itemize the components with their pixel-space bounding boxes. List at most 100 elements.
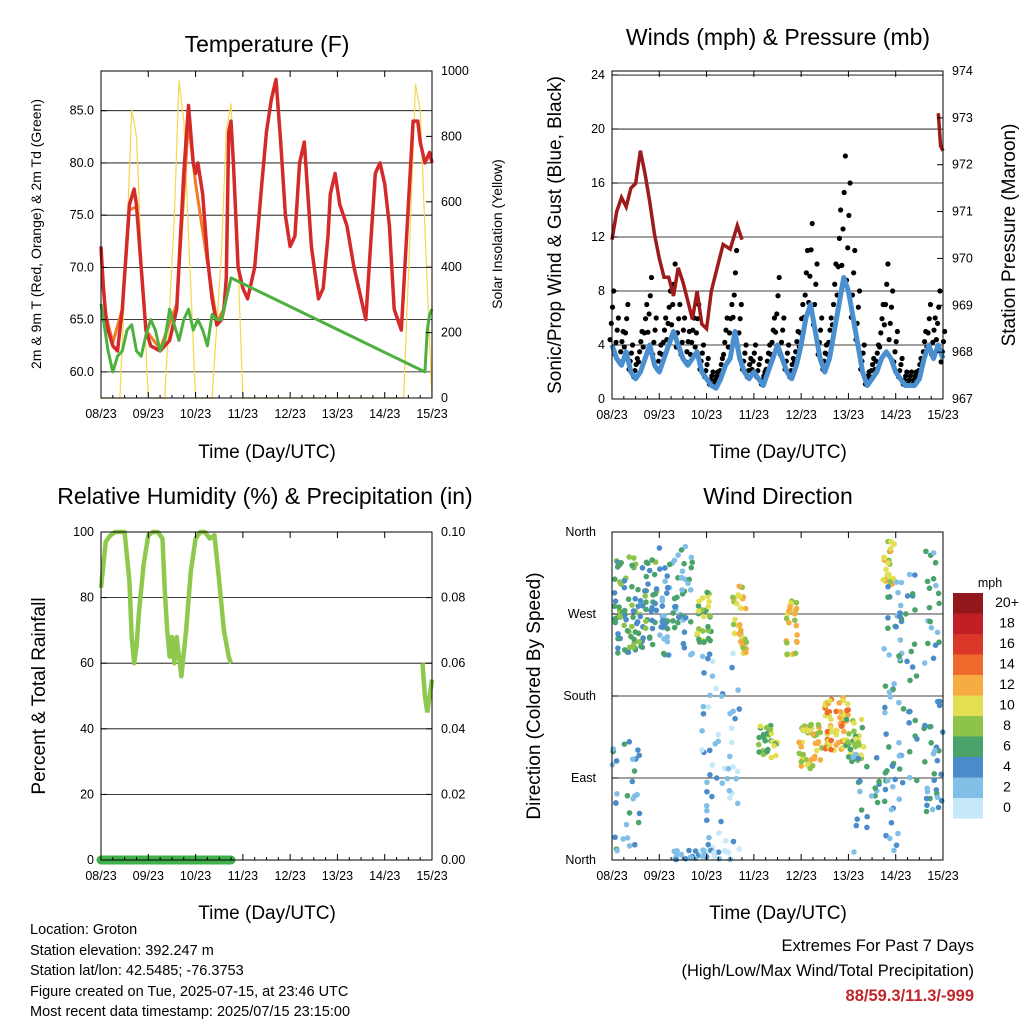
direction-point <box>882 683 889 689</box>
direction-point <box>624 835 631 841</box>
direction-point <box>626 739 633 745</box>
direction-point <box>734 800 741 807</box>
gust-point <box>904 369 910 375</box>
gust-point <box>648 274 655 281</box>
humidity-title: Relative Humidity (%) & Precipitation (i… <box>57 483 472 509</box>
direction-point <box>928 740 934 746</box>
direction-point <box>727 710 733 717</box>
series-rh <box>98 529 234 679</box>
direction-point <box>637 613 644 620</box>
direction-point <box>621 584 628 591</box>
gust-point <box>800 301 806 308</box>
direction-point <box>755 741 762 748</box>
direction-point <box>851 849 857 855</box>
direction-point <box>888 538 894 545</box>
gust-point <box>776 274 782 281</box>
colorbar-label: 4 <box>1003 758 1011 774</box>
direction-point <box>935 804 942 811</box>
direction-point <box>715 849 722 855</box>
gust-point <box>882 301 889 308</box>
direction-point <box>642 625 649 632</box>
gust-point <box>827 327 833 333</box>
direction-point <box>675 552 681 558</box>
x-tick-label: 14/23 <box>369 407 400 421</box>
gust-point <box>899 355 905 362</box>
gust-point <box>926 316 932 322</box>
direction-point <box>678 547 685 553</box>
y-tick-label: 100 <box>73 525 94 539</box>
direction-point <box>735 592 742 598</box>
direction-point <box>794 632 800 638</box>
direction-point <box>640 635 646 641</box>
direction-point <box>630 644 636 651</box>
direction-point <box>786 619 792 626</box>
gust-point <box>881 322 887 328</box>
gust-point <box>921 339 928 345</box>
colorbar-swatch <box>953 593 983 614</box>
gust-point <box>680 327 687 333</box>
direction-point <box>931 771 938 777</box>
direction-point <box>687 587 694 593</box>
direction-panel: Wind Direction 08/23 09/23 10/23 11/23 12/23… <box>524 483 1019 924</box>
extremes-box: Extremes For Past 7 Days (High/Low/Max W… <box>681 934 974 1009</box>
direction-point <box>709 762 716 768</box>
direction-point <box>659 598 666 604</box>
direction-point <box>926 585 933 592</box>
direction-point <box>704 589 710 596</box>
direction-point <box>705 841 712 848</box>
direction-point <box>887 835 893 842</box>
gust-point <box>938 359 944 365</box>
direction-point <box>851 720 857 726</box>
gust-point <box>750 358 756 364</box>
gust-point <box>828 315 834 321</box>
direction-point <box>804 728 811 734</box>
direction-point <box>661 612 668 619</box>
humidity-ticks: 08/23 09/23 10/23 11/23 12/23 13/23 14/23 15/23… <box>73 525 465 883</box>
gust-point <box>642 316 649 322</box>
direction-point <box>635 630 642 637</box>
direction-point <box>682 855 689 862</box>
direction-point <box>757 723 764 730</box>
temperature-gridlines <box>101 110 432 373</box>
direction-point <box>614 790 620 797</box>
direction-point <box>906 571 913 578</box>
humidity-ylabel: Percent & Total Rainfall <box>29 597 50 794</box>
direction-point <box>844 701 851 707</box>
direction-point <box>798 763 805 769</box>
direction-point <box>882 786 889 793</box>
direction-point <box>637 598 644 604</box>
direction-point <box>843 716 850 723</box>
direction-point <box>896 653 902 659</box>
direction-point <box>713 685 719 692</box>
direction-point <box>930 655 937 662</box>
direction-point <box>811 755 817 762</box>
direction-point <box>828 746 834 753</box>
direction-point <box>882 709 888 716</box>
x-tick-label: 08/23 <box>596 869 627 883</box>
gust-point <box>712 377 718 383</box>
gust-point <box>638 339 644 345</box>
direction-point <box>729 594 736 601</box>
direction-point <box>651 571 658 578</box>
latlon-text: Station lat/lon: 42.5485; -76.3753 <box>30 963 244 979</box>
direction-point <box>737 622 743 628</box>
y-tick-label: North <box>565 853 596 867</box>
direction-point <box>904 593 911 599</box>
x-tick-label: 10/23 <box>180 407 211 421</box>
direction-point <box>904 658 910 665</box>
x-tick-label: 11/23 <box>228 869 258 883</box>
direction-point <box>646 567 653 574</box>
direction-point <box>671 624 678 631</box>
gust-point <box>681 315 688 321</box>
direction-point <box>845 707 851 713</box>
direction-point <box>612 834 618 841</box>
colorbar-label: 14 <box>999 656 1015 672</box>
gust-point <box>807 273 813 279</box>
direction-point <box>724 849 731 855</box>
direction-point <box>859 724 866 731</box>
direction-point <box>629 778 636 785</box>
direction-point <box>895 589 901 596</box>
x-tick-label: 09/23 <box>644 408 675 422</box>
gust-point <box>692 344 698 350</box>
x-tick-label: 14/23 <box>880 869 911 883</box>
